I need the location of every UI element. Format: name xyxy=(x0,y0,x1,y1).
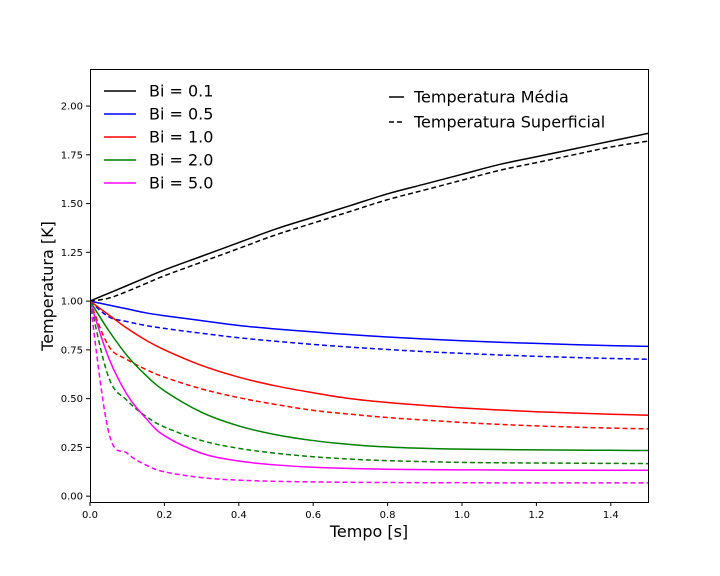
mean-line-bi-1-0 xyxy=(90,300,648,416)
y-tick-label: 1.25 xyxy=(61,248,83,259)
x-tick-label: 1.0 xyxy=(454,510,470,521)
x-tick-label: 0.2 xyxy=(156,510,172,521)
x-tick-label: 1.4 xyxy=(603,510,619,521)
legend-label: Bi = 2.0 xyxy=(149,151,213,170)
mean-line-bi-2-0 xyxy=(90,300,648,452)
style-legend-label: Temperatura Média xyxy=(413,88,569,107)
line-style-legend: Temperatura Média Temperatura Superficial xyxy=(389,88,605,132)
y-axis-label: Temperatura [K] xyxy=(38,221,57,352)
surface-line-bi-2-0 xyxy=(90,300,648,465)
legend-label: Bi = 1.0 xyxy=(149,128,213,147)
x-tick-label: 0.0 xyxy=(82,510,98,521)
series-legend: Bi = 0.1 Bi = 0.5 Bi = 1.0 Bi = 2.0 Bi = 5.0 xyxy=(104,82,213,193)
mean-line-bi-0-5 xyxy=(90,300,648,348)
y-tick-label: 2.00 xyxy=(61,102,83,113)
surface-line-bi-0-5 xyxy=(90,300,648,360)
surface-line-bi-1-0 xyxy=(90,300,648,430)
y-tick-label: 1.50 xyxy=(61,199,83,210)
y-tick-label: 1.75 xyxy=(61,150,83,161)
surface-line-bi-5-0 xyxy=(90,300,648,484)
x-axis-label: Tempo [s] xyxy=(329,522,408,541)
legend-label: Bi = 0.5 xyxy=(149,105,213,124)
mean-line-bi-0-1 xyxy=(90,132,648,302)
x-tick-label: 0.4 xyxy=(231,510,247,521)
plot-area xyxy=(90,132,648,484)
y-tick-label: 0.25 xyxy=(61,443,83,454)
x-tick-label: 1.2 xyxy=(528,510,544,521)
y-tick-label: 0.00 xyxy=(61,492,83,503)
style-legend-label: Temperatura Superficial xyxy=(413,113,605,132)
x-tick-label: 0.8 xyxy=(380,510,396,521)
mean-line-bi-5-0 xyxy=(90,300,648,471)
legend-label: Bi = 0.1 xyxy=(149,82,213,101)
y-tick-label: 1.00 xyxy=(61,297,83,308)
axis-ticks: 0.0 0.2 0.4 0.6 0.8 1.0 1.2 1.4 0.00 0.25 0.50 0.75… xyxy=(61,102,619,521)
legend-label: Bi = 5.0 xyxy=(149,174,213,193)
y-tick-label: 0.50 xyxy=(61,394,83,405)
y-tick-label: 0.75 xyxy=(61,345,83,356)
surface-line-bi-0-1 xyxy=(90,140,648,302)
x-tick-label: 0.6 xyxy=(305,510,321,521)
plot-frame xyxy=(90,69,649,503)
